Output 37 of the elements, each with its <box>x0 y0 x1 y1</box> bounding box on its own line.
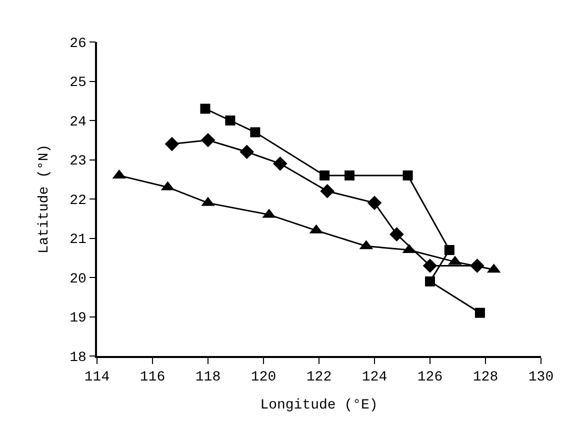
point <box>225 116 236 126</box>
point <box>474 308 485 318</box>
y-tick-label: 25 <box>70 75 86 92</box>
x-tick-label: 116 <box>140 370 166 386</box>
x-tick-label: 118 <box>195 370 221 386</box>
x-tick-label: 126 <box>417 370 443 386</box>
point <box>425 276 435 286</box>
point <box>390 227 404 242</box>
x-tick-label: 120 <box>250 370 276 386</box>
x-tick-label: 130 <box>528 370 554 386</box>
y-tick-label: 26 <box>70 36 86 52</box>
point <box>240 144 254 160</box>
x-tick-label: 128 <box>472 370 498 386</box>
point <box>320 170 330 180</box>
point <box>367 196 382 210</box>
point <box>250 127 260 138</box>
y-axis-title: Latitude (°N) <box>36 144 53 254</box>
point <box>200 132 216 148</box>
point <box>164 136 180 152</box>
y-tick-label: 19 <box>70 310 86 327</box>
y-tick-label: 24 <box>70 114 86 130</box>
x-tick-label: 114 <box>84 370 110 386</box>
point <box>422 258 438 273</box>
y-tick-label: 21 <box>70 232 86 248</box>
y-tick-label: 22 <box>70 192 86 209</box>
y-tick-label: 20 <box>70 271 86 288</box>
point <box>444 245 454 256</box>
x-tick-label: 122 <box>306 370 332 386</box>
point <box>200 104 210 114</box>
x-tick-label: 124 <box>362 370 388 386</box>
x-axis-title: Longitude (°E) <box>260 397 378 414</box>
point <box>320 184 334 198</box>
point <box>273 156 288 171</box>
y-tick-label: 18 <box>70 350 86 366</box>
point <box>402 170 413 180</box>
point <box>344 170 355 180</box>
y-tick-label: 23 <box>70 154 86 170</box>
